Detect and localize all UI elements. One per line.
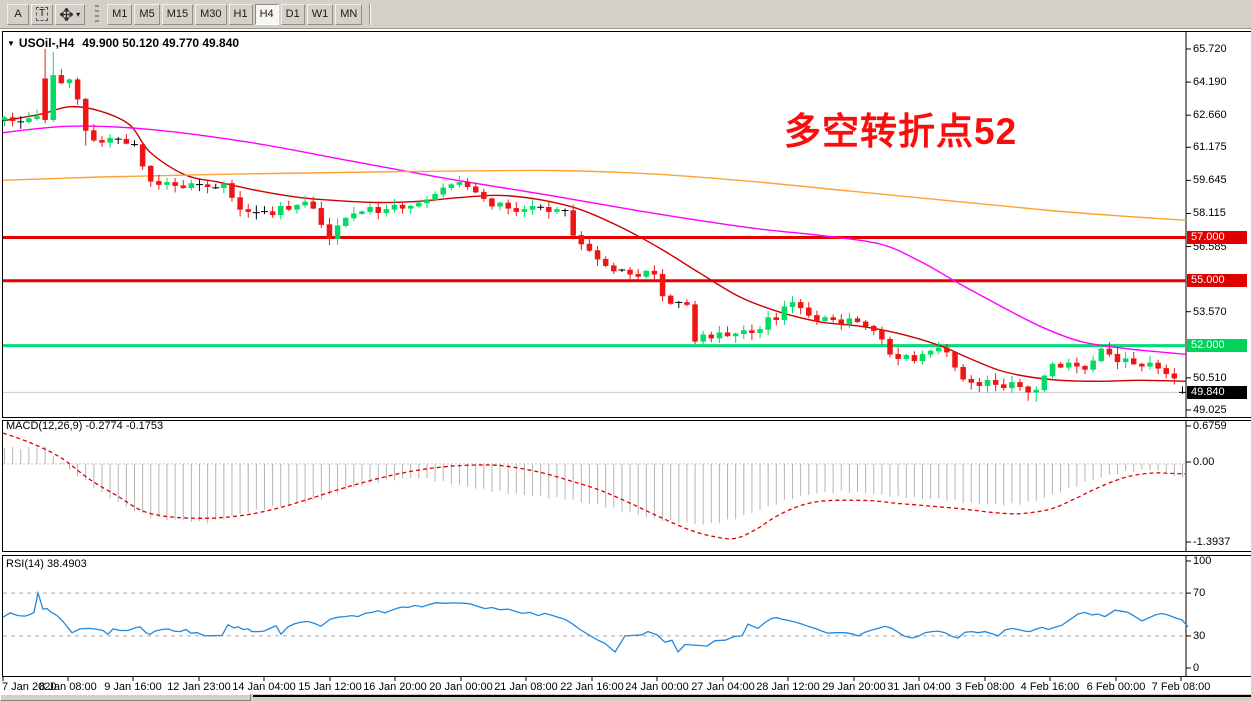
timeframe-button-m30[interactable]: M30 bbox=[195, 3, 227, 25]
timeframe-button-m5[interactable]: M5 bbox=[134, 3, 160, 25]
ma-fast-red bbox=[2, 105, 1187, 383]
timeframe-button-h4[interactable]: H4 bbox=[254, 3, 279, 25]
timeframe-button-mn[interactable]: MN bbox=[335, 3, 363, 25]
cursor-tool-button[interactable]: A bbox=[7, 3, 29, 25]
timeframe-button-m15[interactable]: M15 bbox=[161, 3, 194, 25]
dropdown-caret-icon: ▾ bbox=[76, 9, 81, 19]
arrows-icon bbox=[60, 7, 74, 21]
ma-mid-magenta bbox=[2, 125, 1187, 355]
timeframe-button-d1[interactable]: D1 bbox=[280, 3, 305, 25]
scrollbar-thumb[interactable] bbox=[0, 694, 251, 701]
toolbar: A T ▾ M1 M5 M15 M30 H1 H4 D1 W1 MN bbox=[0, 0, 1251, 29]
toolbar-separator bbox=[369, 3, 372, 25]
timeframe-button-m1[interactable]: M1 bbox=[107, 3, 133, 25]
text-tool-icon: T bbox=[36, 7, 49, 21]
toolbar-grip[interactable] bbox=[95, 5, 100, 23]
chart-bottom-edge bbox=[253, 695, 1251, 697]
timeframe-button-h1[interactable]: H1 bbox=[228, 3, 253, 25]
timeframe-button-w1[interactable]: W1 bbox=[306, 3, 334, 25]
bottom-scrollbar[interactable] bbox=[0, 694, 1251, 701]
ma-slow-orange bbox=[2, 169, 1187, 221]
arrows-tool-button[interactable]: ▾ bbox=[55, 3, 86, 25]
text-tool-button[interactable]: T bbox=[31, 3, 54, 25]
